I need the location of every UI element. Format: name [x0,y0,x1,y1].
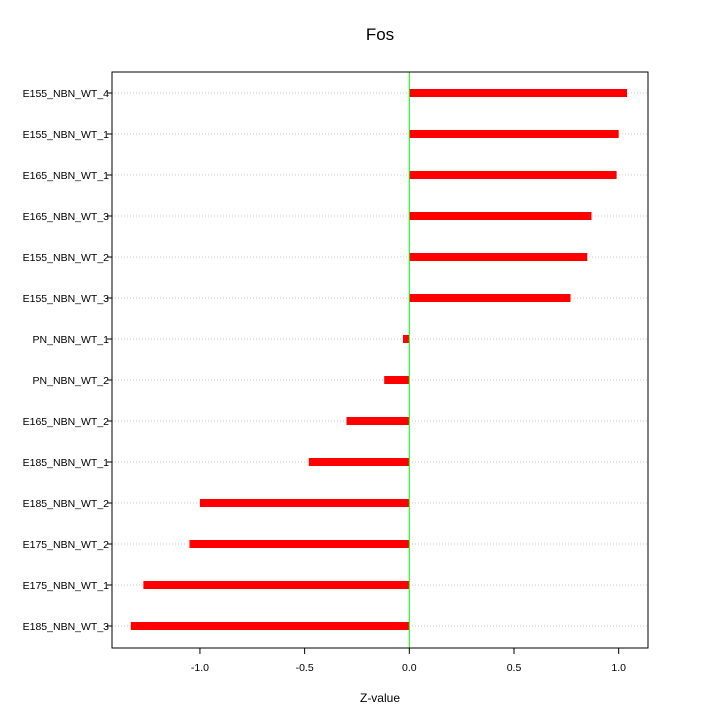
x-tick-label: -0.5 [296,662,314,674]
category-label: PN_NBN_WT_2 [33,375,110,387]
chart-title: Fos [366,25,394,44]
category-label: E155_NBN_WT_4 [23,88,110,100]
category-label: E155_NBN_WT_1 [23,129,110,141]
bar [199,499,410,507]
bar [409,130,619,138]
bar [308,458,410,466]
x-tick-label: -1.0 [191,662,209,674]
bar [409,253,588,261]
category-label: E155_NBN_WT_2 [23,252,110,264]
x-axis: -1.0 -0.5 0.0 0.5 1.0 [191,648,626,674]
bar [189,540,410,548]
bar [409,212,592,220]
bar [409,294,571,302]
x-tick-label: 0.5 [507,662,522,674]
category-label: E165_NBN_WT_2 [23,416,110,428]
bar [409,89,628,97]
category-label: E155_NBN_WT_3 [23,293,110,305]
bar [409,171,617,179]
bar [143,581,410,589]
bar [384,376,410,384]
y-axis: E155_NBN_WT_4 E155_NBN_WT_1 E165_NBN_WT_1 E… [23,88,112,633]
category-label: E185_NBN_WT_3 [23,621,110,633]
category-label: PN_NBN_WT_1 [33,334,110,346]
category-label: E175_NBN_WT_2 [23,539,110,551]
category-label: E165_NBN_WT_1 [23,170,110,182]
category-label: E185_NBN_WT_1 [23,457,110,469]
category-label: E165_NBN_WT_3 [23,211,110,223]
category-label: E175_NBN_WT_1 [23,580,110,592]
x-tick-label: 1.0 [611,662,626,674]
x-axis-label: Z-value [360,691,400,705]
bars [130,89,628,630]
bar [403,335,410,343]
category-label: E185_NBN_WT_2 [23,498,110,510]
plot-frame [111,71,649,649]
bar [130,622,410,630]
bar [346,417,410,425]
x-tick-label: 0.0 [402,662,417,674]
